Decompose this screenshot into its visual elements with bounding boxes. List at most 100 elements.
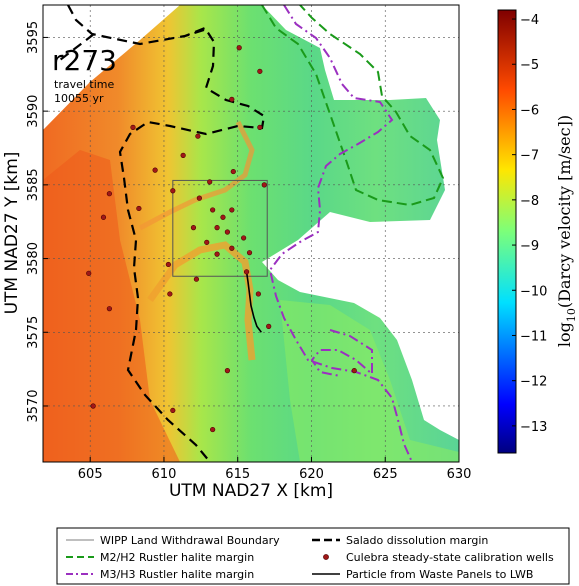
legend-label-1: M2/H2 Rustler halite margin [100,551,254,564]
velocity-field-channel [147,241,256,361]
well-29 [230,168,236,175]
well-25 [241,235,247,241]
legend-items: WIPP Land Withdrawal Boundary M2/H2 Rustl… [66,534,554,581]
colorbar-tick-label-3: −7 [520,149,539,164]
y-axis-label: UTM NAD27 Y [km] [2,152,22,315]
well-14 [207,179,213,185]
well-19 [214,225,220,231]
y-tick-labels: 3570 3575 3580 3585 3590 3595 [26,21,48,423]
well-22 [224,229,230,235]
well-27 [243,269,250,275]
well-4 [106,191,112,197]
margin-contours [59,5,445,462]
well-26 [246,250,253,256]
velocity-field-low [280,300,459,462]
legend-label-4: Culebra steady-state calibration wells [346,551,554,564]
salado-dissolution-margin-north [59,28,205,61]
calibration-wells [86,45,357,433]
legend: WIPP Land Withdrawal Boundary M2/H2 Rustl… [56,527,570,585]
plot-area: 605 610 615 620 625 630 357035753580358535903… [2,4,472,501]
panel-label: r273 [52,44,117,77]
well-20 [220,214,226,220]
well-13 [195,133,201,139]
well-24 [229,245,235,251]
colorbar-ticks: −4 −5 −6 −7 −8 −9 −10 −11 −12 −13 [512,13,547,435]
y-tick-label-5: 3595 [26,21,41,54]
well-16 [210,207,216,213]
colorbar-tick-label-7: −11 [520,329,547,344]
well-32 [224,368,230,374]
colorbar-tick-label-8: −12 [520,375,547,390]
colorbar-tick-label-9: −13 [520,420,547,435]
well-21 [229,207,235,213]
x-tick-label-2: 615 [225,467,250,482]
well-12 [180,152,186,158]
travel-time-value: 10055 yr [54,92,104,105]
well-9 [165,261,171,268]
colorbar-tick-label-0: −4 [520,13,539,28]
x-tick-label-3: 620 [299,467,324,482]
well-3 [100,214,107,220]
well-35 [229,96,235,102]
x-tick-label-0: 605 [78,467,103,482]
legend-label-0: WIPP Land Withdrawal Boundary [100,534,280,547]
legend-label-5: Particle from Waste Panels to LWB [346,568,533,581]
colorbar-tick-label-6: −10 [520,284,547,299]
y-tick-label-1: 3575 [26,316,41,349]
y-tick-label-0: 3570 [26,389,41,422]
particle-path [245,271,262,333]
well-34 [170,407,176,414]
well-18 [204,239,210,245]
well-28 [261,182,267,188]
well-30 [255,291,261,297]
plot-frame [42,4,460,463]
well-6 [136,205,142,212]
legend-swatch-4 [323,554,329,560]
salado-dissolution-margin [67,5,266,462]
x-axis-label: UTM NAD27 X [km] [169,481,333,501]
well-17 [190,225,197,231]
y-tick-label-2: 3580 [26,242,41,275]
colorbar-label-sub: 10 [565,308,578,322]
well-37 [236,45,242,51]
well-23 [214,251,220,257]
well-39 [257,124,263,130]
legend-label-3: Salado dissolution margin [346,534,488,547]
x-tick-label-5: 630 [447,467,472,482]
colorbar-scale [497,9,517,454]
well-15 [196,195,202,201]
y-tick-label-4: 3590 [26,95,41,128]
well-2 [86,270,92,276]
well-38 [351,368,357,374]
m2h2-halite-margin [261,5,445,207]
y-tick-label-3: 3585 [26,168,41,201]
colorbar-tick-label-4: −8 [520,194,539,209]
travel-time-label: travel time [54,78,114,91]
well-36 [257,68,263,74]
colorbar-label: log10(Darcy velocity [m/sec]) [555,115,578,347]
colorbar-label-rest: (Darcy velocity [m/sec]) [555,115,574,308]
colorbar-tick-label-2: −6 [520,103,539,118]
well-7 [152,167,158,173]
m3h3-halite-margin [268,5,413,462]
colorbar-label-base: log [555,322,574,347]
well-8 [170,188,176,194]
well-10 [167,291,173,297]
colorbar: −4 −5 −6 −7 −8 −9 −10 −11 −12 −13 log10(Darcy vel… [497,9,578,454]
well-1 [106,306,112,312]
colorbar-tick-label-5: −9 [520,239,539,254]
velocity-field-high [43,150,180,462]
well-33 [210,426,216,433]
wipp-land-withdrawal-boundary [172,179,268,277]
m3h3-halite-margin-east [310,329,373,377]
well-31 [266,323,272,329]
x-tick-labels: 605 610 615 620 625 630 [78,457,472,482]
well-5 [130,124,136,130]
colorbar-tick-label-1: −5 [520,58,539,73]
x-tick-label-4: 625 [373,467,398,482]
well-11 [193,276,200,282]
x-tick-label-1: 610 [152,467,177,482]
legend-label-2: M3/H3 Rustler halite margin [100,568,254,581]
well-0 [90,403,96,409]
